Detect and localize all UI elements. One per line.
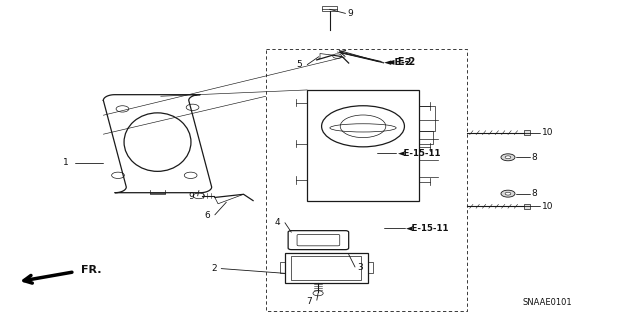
Text: 2: 2 bbox=[211, 264, 217, 273]
Text: 7: 7 bbox=[307, 297, 312, 306]
Text: SNAAE0101: SNAAE0101 bbox=[522, 298, 572, 307]
FancyBboxPatch shape bbox=[524, 204, 531, 209]
Ellipse shape bbox=[505, 192, 511, 195]
Ellipse shape bbox=[501, 190, 515, 197]
Text: 8: 8 bbox=[532, 153, 538, 162]
Text: 4: 4 bbox=[275, 218, 280, 227]
Text: 10: 10 bbox=[541, 202, 553, 211]
Text: 9: 9 bbox=[188, 192, 194, 201]
Text: ◄E-15-11: ◄E-15-11 bbox=[406, 224, 449, 233]
Text: 3: 3 bbox=[357, 263, 363, 272]
Text: 1: 1 bbox=[63, 158, 68, 167]
Ellipse shape bbox=[501, 154, 515, 161]
Ellipse shape bbox=[505, 156, 511, 159]
Text: ◄E-15-11: ◄E-15-11 bbox=[398, 149, 442, 158]
Text: FR.: FR. bbox=[81, 265, 102, 275]
Text: 5: 5 bbox=[296, 60, 302, 69]
FancyBboxPatch shape bbox=[524, 130, 531, 135]
Text: 6: 6 bbox=[205, 211, 211, 220]
Text: 10: 10 bbox=[541, 128, 553, 137]
Text: ◄ E-2: ◄ E-2 bbox=[384, 58, 412, 67]
Text: ◄ E-2: ◄ E-2 bbox=[387, 57, 415, 67]
Text: 9: 9 bbox=[348, 9, 353, 18]
Text: 8: 8 bbox=[532, 189, 538, 198]
